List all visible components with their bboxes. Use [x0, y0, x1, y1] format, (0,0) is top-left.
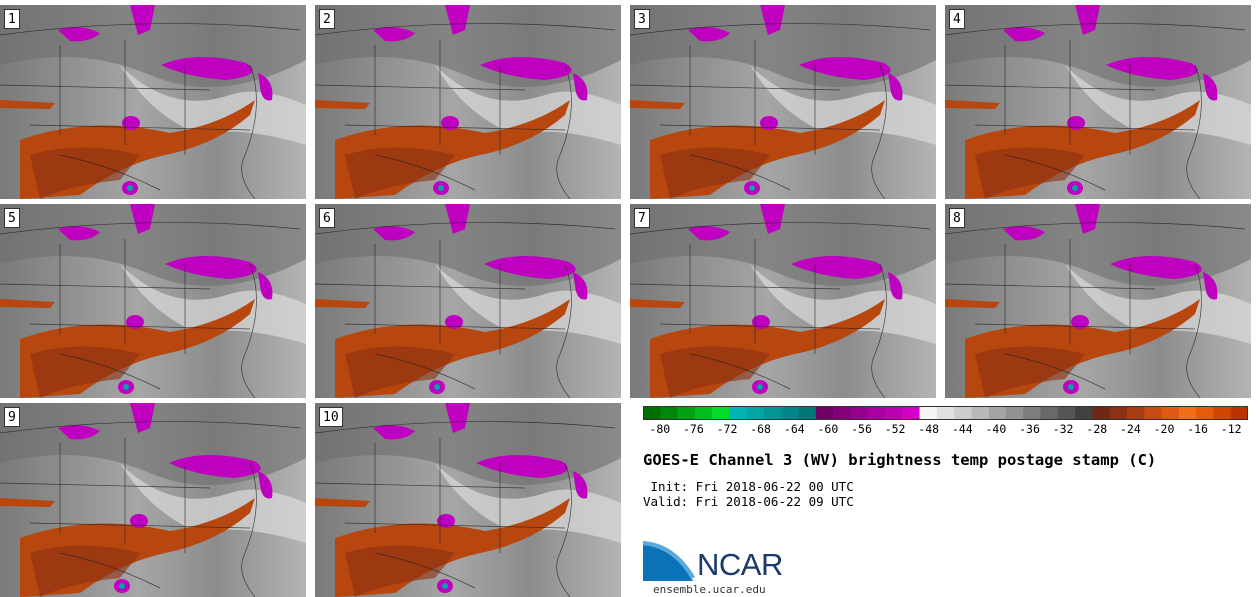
- postage-stamp-panel: 2: [315, 5, 621, 199]
- colorbar-swatch: [815, 406, 834, 420]
- panel-number-label: 6: [319, 208, 335, 228]
- colorbar-swatch: [1092, 406, 1111, 420]
- colorbar-swatches: [643, 406, 1248, 420]
- colorbar-swatch: [936, 406, 955, 420]
- colorbar-swatch: [1144, 406, 1163, 420]
- colorbar-tick-label: -80: [649, 422, 671, 436]
- colorbar-swatch: [902, 406, 921, 420]
- colorbar-swatch: [746, 406, 765, 420]
- colorbar-swatch: [971, 406, 990, 420]
- colorbar-swatch: [798, 406, 817, 420]
- water-vapor-map: [315, 5, 621, 199]
- panel-number-label: 2: [319, 9, 335, 29]
- colorbar-swatch: [1006, 406, 1024, 420]
- colorbar-swatch: [1023, 406, 1042, 420]
- colorbar-swatch: [988, 406, 1007, 420]
- panel-number-label: 10: [319, 407, 343, 427]
- colorbar-border: [643, 406, 1248, 420]
- water-vapor-map: [945, 5, 1251, 199]
- colorbar-swatch: [850, 406, 869, 420]
- colorbar-ticks: -80 -76 -72 -68 -64 -60 -56 -52 -48 -44 -40 -36 -32-…: [643, 422, 1248, 438]
- colorbar-swatch: [677, 406, 696, 420]
- init-time: Init: Fri 2018-06-22 00 UTC: [643, 479, 854, 494]
- postage-stamp-panel: 1: [0, 5, 306, 199]
- colorbar-swatch: [1109, 406, 1128, 420]
- ncar-logo-text: NCAR: [697, 547, 783, 582]
- postage-stamp-panel: 5: [0, 204, 306, 398]
- postage-stamp-panel: 3: [630, 5, 936, 199]
- colorbar-swatch: [643, 406, 661, 420]
- colorbar-swatch: [1040, 406, 1059, 420]
- postage-stamp-panel: 4: [945, 5, 1251, 199]
- colorbar-swatch: [694, 406, 713, 420]
- postage-stamp-panel: 10: [315, 403, 621, 597]
- colorbar-swatch: [1057, 406, 1076, 420]
- water-vapor-map: [0, 403, 306, 597]
- colorbar-swatch: [833, 406, 851, 420]
- colorbar-tick-label: -52: [884, 422, 906, 436]
- colorbar-tick-label: -16: [1187, 422, 1208, 436]
- water-vapor-map: [315, 403, 621, 597]
- postage-stamp-panel: 7: [630, 204, 936, 398]
- postage-stamp-panel: 9: [0, 403, 306, 597]
- colorbar-swatch: [1230, 406, 1248, 420]
- panel-number-label: 9: [4, 407, 20, 427]
- colorbar-tick-label: -60: [817, 422, 839, 436]
- colorbar-swatch: [867, 406, 886, 420]
- colorbar-tick-label: -68: [750, 422, 771, 436]
- water-vapor-map: [0, 5, 306, 199]
- panel-number-label: 5: [4, 208, 20, 228]
- colorbar-swatch: [764, 406, 782, 420]
- panel-number-label: 8: [949, 208, 965, 228]
- colorbar-tick-label: -48: [918, 422, 940, 436]
- colorbar-swatch: [1196, 406, 1214, 420]
- colorbar-tick-label: -44: [951, 422, 973, 436]
- colorbar-tick-label: -64: [783, 422, 805, 436]
- colorbar-swatch: [729, 406, 748, 420]
- panel-number-label: 1: [4, 9, 20, 29]
- valid-time: Valid: Fri 2018-06-22 09 UTC: [643, 494, 854, 509]
- colorbar-swatch: [919, 406, 938, 420]
- water-vapor-map: [630, 204, 936, 398]
- water-vapor-map: [945, 204, 1251, 398]
- colorbar-tick-label: -32: [1052, 422, 1074, 436]
- colorbar-swatch: [712, 406, 730, 420]
- panel-number-label: 7: [634, 208, 650, 228]
- panel-number-label: 4: [949, 9, 965, 29]
- postage-stamp-panel: 8: [945, 204, 1251, 398]
- colorbar-swatch: [1161, 406, 1180, 420]
- colorbar-tick-label: -72: [716, 422, 738, 436]
- colorbar-tick-label: -36: [1019, 422, 1040, 436]
- colorbar-tick-label: -56: [851, 422, 872, 436]
- water-vapor-map: [0, 204, 306, 398]
- site-url: ensemble.ucar.edu: [653, 583, 766, 596]
- postage-stamp-panel: 6: [315, 204, 621, 398]
- colorbar-swatch: [660, 406, 679, 420]
- colorbar-tick-label: -40: [985, 422, 1007, 436]
- colorbar: [643, 406, 1248, 420]
- colorbar-swatch: [1127, 406, 1145, 420]
- colorbar-swatch: [1178, 406, 1197, 420]
- colorbar-swatch: [885, 406, 903, 420]
- colorbar-swatch: [954, 406, 972, 420]
- colorbar-swatch: [1075, 406, 1093, 420]
- water-vapor-map: [630, 5, 936, 199]
- colorbar-swatch: [1213, 406, 1232, 420]
- colorbar-tick-label: -24: [1120, 422, 1141, 436]
- colorbar-tick-label: -12: [1220, 422, 1242, 436]
- panel-number-label: 3: [634, 9, 650, 29]
- ncar-logo: [643, 541, 695, 581]
- colorbar-tick-label: -20: [1153, 422, 1175, 436]
- figure-title: GOES-E Channel 3 (WV) brightness temp po…: [643, 451, 1157, 469]
- colorbar-tick-label: -28: [1086, 422, 1108, 436]
- colorbar-tick-label: -76: [683, 422, 704, 436]
- colorbar-swatch: [781, 406, 800, 420]
- water-vapor-map: [315, 204, 621, 398]
